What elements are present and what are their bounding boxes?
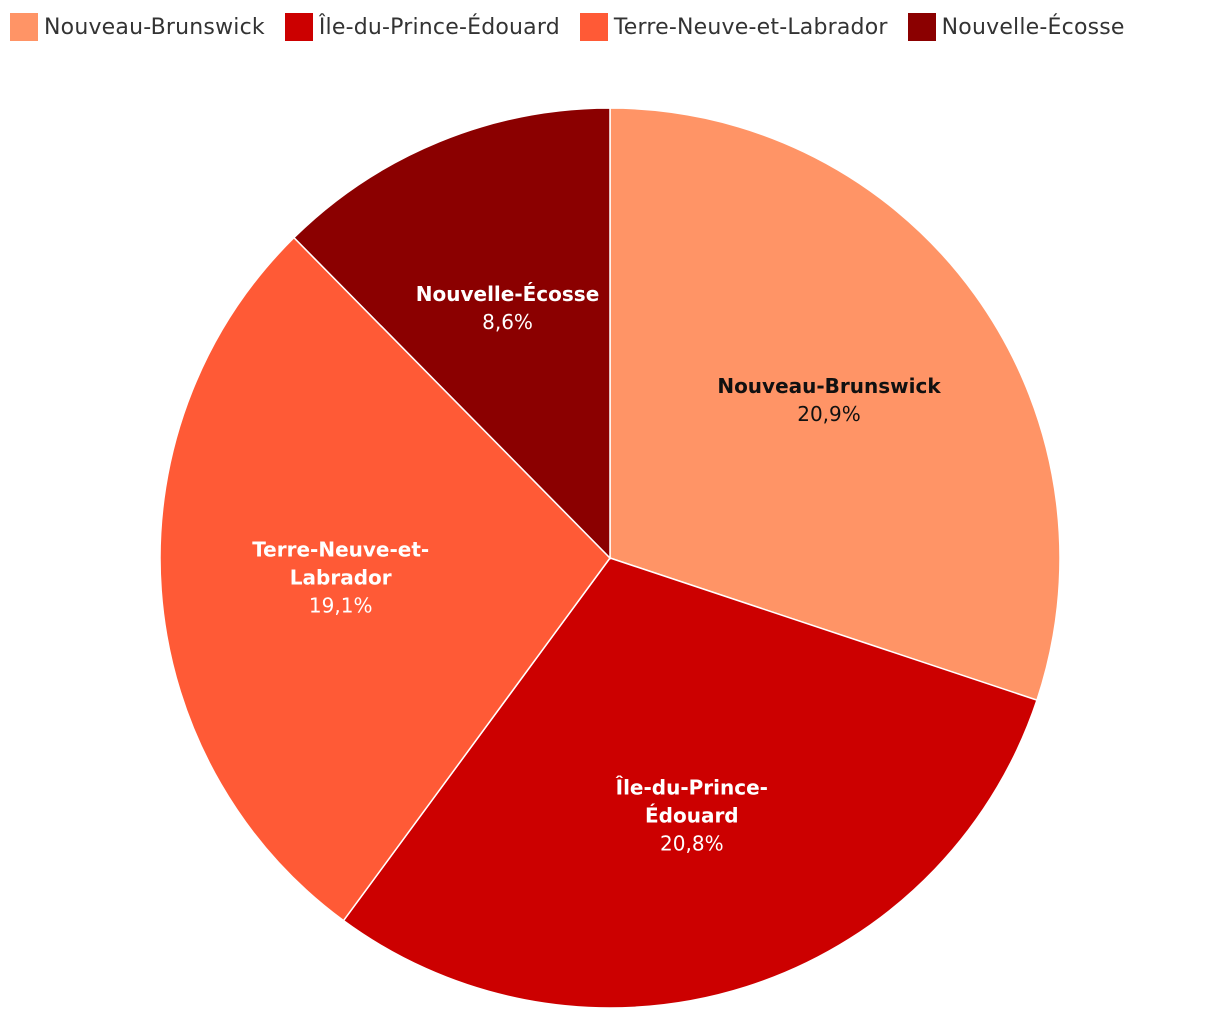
slice-label-value: 20,9% — [797, 402, 861, 426]
legend-label: Nouvelle-Écosse — [941, 14, 1125, 40]
slice-label-value: 20,8% — [660, 831, 724, 855]
legend-swatch — [907, 13, 936, 41]
pie-slice-ile-du-prince-edouard[interactable] — [342, 557, 1038, 1009]
slice-label-value: 8,6% — [482, 310, 533, 334]
legend-item-ile-du-prince-edouard[interactable]: Île-du-Prince-Édouard — [284, 13, 560, 41]
pie-slices — [159, 107, 1061, 1009]
legend-label: Île-du-Prince-Édouard — [318, 14, 560, 40]
pie-slice-nouvelle-ecosse[interactable] — [292, 107, 611, 560]
slice-label-name: Nouveau-Brunswick — [717, 374, 941, 398]
legend-item-nouveau-brunswick[interactable]: Nouveau-Brunswick — [10, 13, 265, 41]
chart-legend: Nouveau-Brunswick Île-du-Prince-Édouard … — [10, 13, 1125, 41]
legend-label: Nouveau-Brunswick — [44, 14, 265, 40]
slice-label-name: Île-du-Prince- — [616, 775, 768, 799]
slice-label-value: 19,1% — [309, 594, 373, 618]
slice-label-name: Labrador — [290, 566, 392, 590]
slice-label-name: Nouvelle-Écosse — [416, 282, 600, 306]
legend-swatch — [579, 13, 608, 41]
pie-slice-terre-neuve-et-labrador[interactable] — [159, 236, 611, 922]
slice-label-name: Édouard — [645, 803, 739, 827]
pie-slice-nouveau-brunswick[interactable] — [609, 107, 1061, 702]
slice-label-name: Terre-Neuve-et- — [252, 538, 429, 562]
legend-item-nouvelle-ecosse[interactable]: Nouvelle-Écosse — [907, 13, 1125, 41]
pie-labels: Nouveau-Brunswick 20,9% Île-du-Prince- Édou… — [252, 282, 941, 855]
legend-swatch — [10, 13, 38, 41]
legend-swatch — [284, 13, 313, 41]
legend-item-terre-neuve-et-labrador[interactable]: Terre-Neuve-et-Labrador — [579, 13, 888, 41]
legend-label: Terre-Neuve-et-Labrador — [613, 14, 888, 40]
